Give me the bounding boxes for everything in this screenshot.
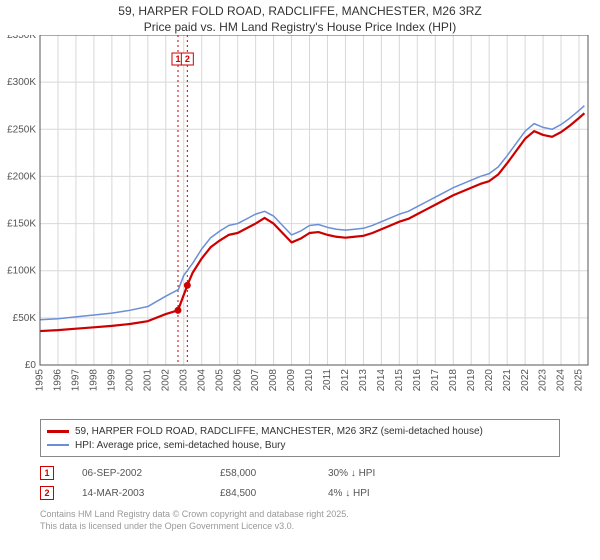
svg-text:2021: 2021 (502, 369, 513, 392)
sale-date: 06-SEP-2002 (82, 468, 192, 479)
title-line-1: 59, HARPER FOLD ROAD, RADCLIFFE, MANCHES… (0, 4, 600, 20)
svg-text:1999: 1999 (107, 369, 118, 392)
sales-table: 1 06-SEP-2002 £58,000 30% ↓ HPI 2 14-MAR-2003… (40, 463, 560, 503)
svg-text:2005: 2005 (214, 369, 225, 392)
title-line-2: Price paid vs. HM Land Registry's House … (0, 20, 600, 36)
footer-attribution: Contains HM Land Registry data © Crown c… (40, 509, 560, 532)
svg-text:£100K: £100K (7, 266, 36, 277)
svg-text:2003: 2003 (178, 369, 189, 392)
legend-item: 59, HARPER FOLD ROAD, RADCLIFFE, MANCHES… (47, 424, 553, 438)
svg-text:2023: 2023 (538, 369, 549, 392)
line-chart: £0£50K£100K£150K£200K£250K£300K£350K1995… (0, 35, 600, 415)
sale-hpi-delta: 4% ↓ HPI (328, 488, 418, 499)
svg-text:2019: 2019 (466, 369, 477, 392)
svg-text:2013: 2013 (358, 369, 369, 392)
sale-date: 14-MAR-2003 (82, 488, 192, 499)
svg-text:1996: 1996 (53, 369, 64, 392)
svg-text:2012: 2012 (340, 369, 351, 392)
svg-text:2007: 2007 (250, 369, 261, 392)
sale-marker-icon: 1 (40, 466, 54, 480)
svg-text:2004: 2004 (196, 369, 207, 392)
footer-line-1: Contains HM Land Registry data © Crown c… (40, 509, 560, 521)
svg-text:2002: 2002 (160, 369, 171, 392)
svg-text:1: 1 (175, 54, 180, 64)
legend-item: HPI: Average price, semi-detached house,… (47, 438, 553, 452)
svg-text:£250K: £250K (7, 124, 36, 135)
footer-line-2: This data is licensed under the Open Gov… (40, 521, 560, 533)
legend: 59, HARPER FOLD ROAD, RADCLIFFE, MANCHES… (40, 419, 560, 457)
sale-hpi-delta: 30% ↓ HPI (328, 468, 418, 479)
legend-swatch (47, 444, 69, 446)
sale-price: £84,500 (220, 488, 300, 499)
svg-text:2006: 2006 (232, 369, 243, 392)
svg-text:2: 2 (185, 54, 190, 64)
svg-text:2016: 2016 (412, 369, 423, 392)
legend-swatch (47, 430, 69, 433)
svg-text:1995: 1995 (35, 369, 46, 392)
svg-text:2011: 2011 (322, 369, 333, 391)
svg-text:£50K: £50K (13, 313, 37, 324)
svg-text:2018: 2018 (448, 369, 459, 392)
svg-text:2000: 2000 (124, 369, 135, 392)
svg-text:2001: 2001 (142, 369, 153, 392)
svg-text:2022: 2022 (520, 369, 531, 392)
sale-row: 1 06-SEP-2002 £58,000 30% ↓ HPI (40, 463, 560, 483)
svg-text:2025: 2025 (574, 369, 585, 392)
svg-text:2014: 2014 (376, 369, 387, 392)
sale-row: 2 14-MAR-2003 £84,500 4% ↓ HPI (40, 483, 560, 503)
svg-text:2024: 2024 (556, 369, 567, 392)
svg-text:2015: 2015 (394, 369, 405, 392)
svg-text:£200K: £200K (7, 172, 36, 183)
legend-label: 59, HARPER FOLD ROAD, RADCLIFFE, MANCHES… (75, 426, 483, 437)
svg-text:2008: 2008 (268, 369, 279, 392)
sale-marker-icon: 2 (40, 486, 54, 500)
svg-text:2017: 2017 (430, 369, 441, 392)
svg-text:1997: 1997 (71, 369, 82, 392)
svg-text:2020: 2020 (484, 369, 495, 392)
chart-title: 59, HARPER FOLD ROAD, RADCLIFFE, MANCHES… (0, 0, 600, 35)
legend-label: HPI: Average price, semi-detached house,… (75, 440, 285, 451)
svg-text:£300K: £300K (7, 77, 36, 88)
sale-price: £58,000 (220, 468, 300, 479)
svg-text:2009: 2009 (286, 369, 297, 392)
svg-text:£150K: £150K (7, 219, 36, 230)
svg-text:£350K: £350K (7, 35, 36, 41)
svg-text:2010: 2010 (304, 369, 315, 392)
svg-text:1998: 1998 (89, 369, 100, 392)
